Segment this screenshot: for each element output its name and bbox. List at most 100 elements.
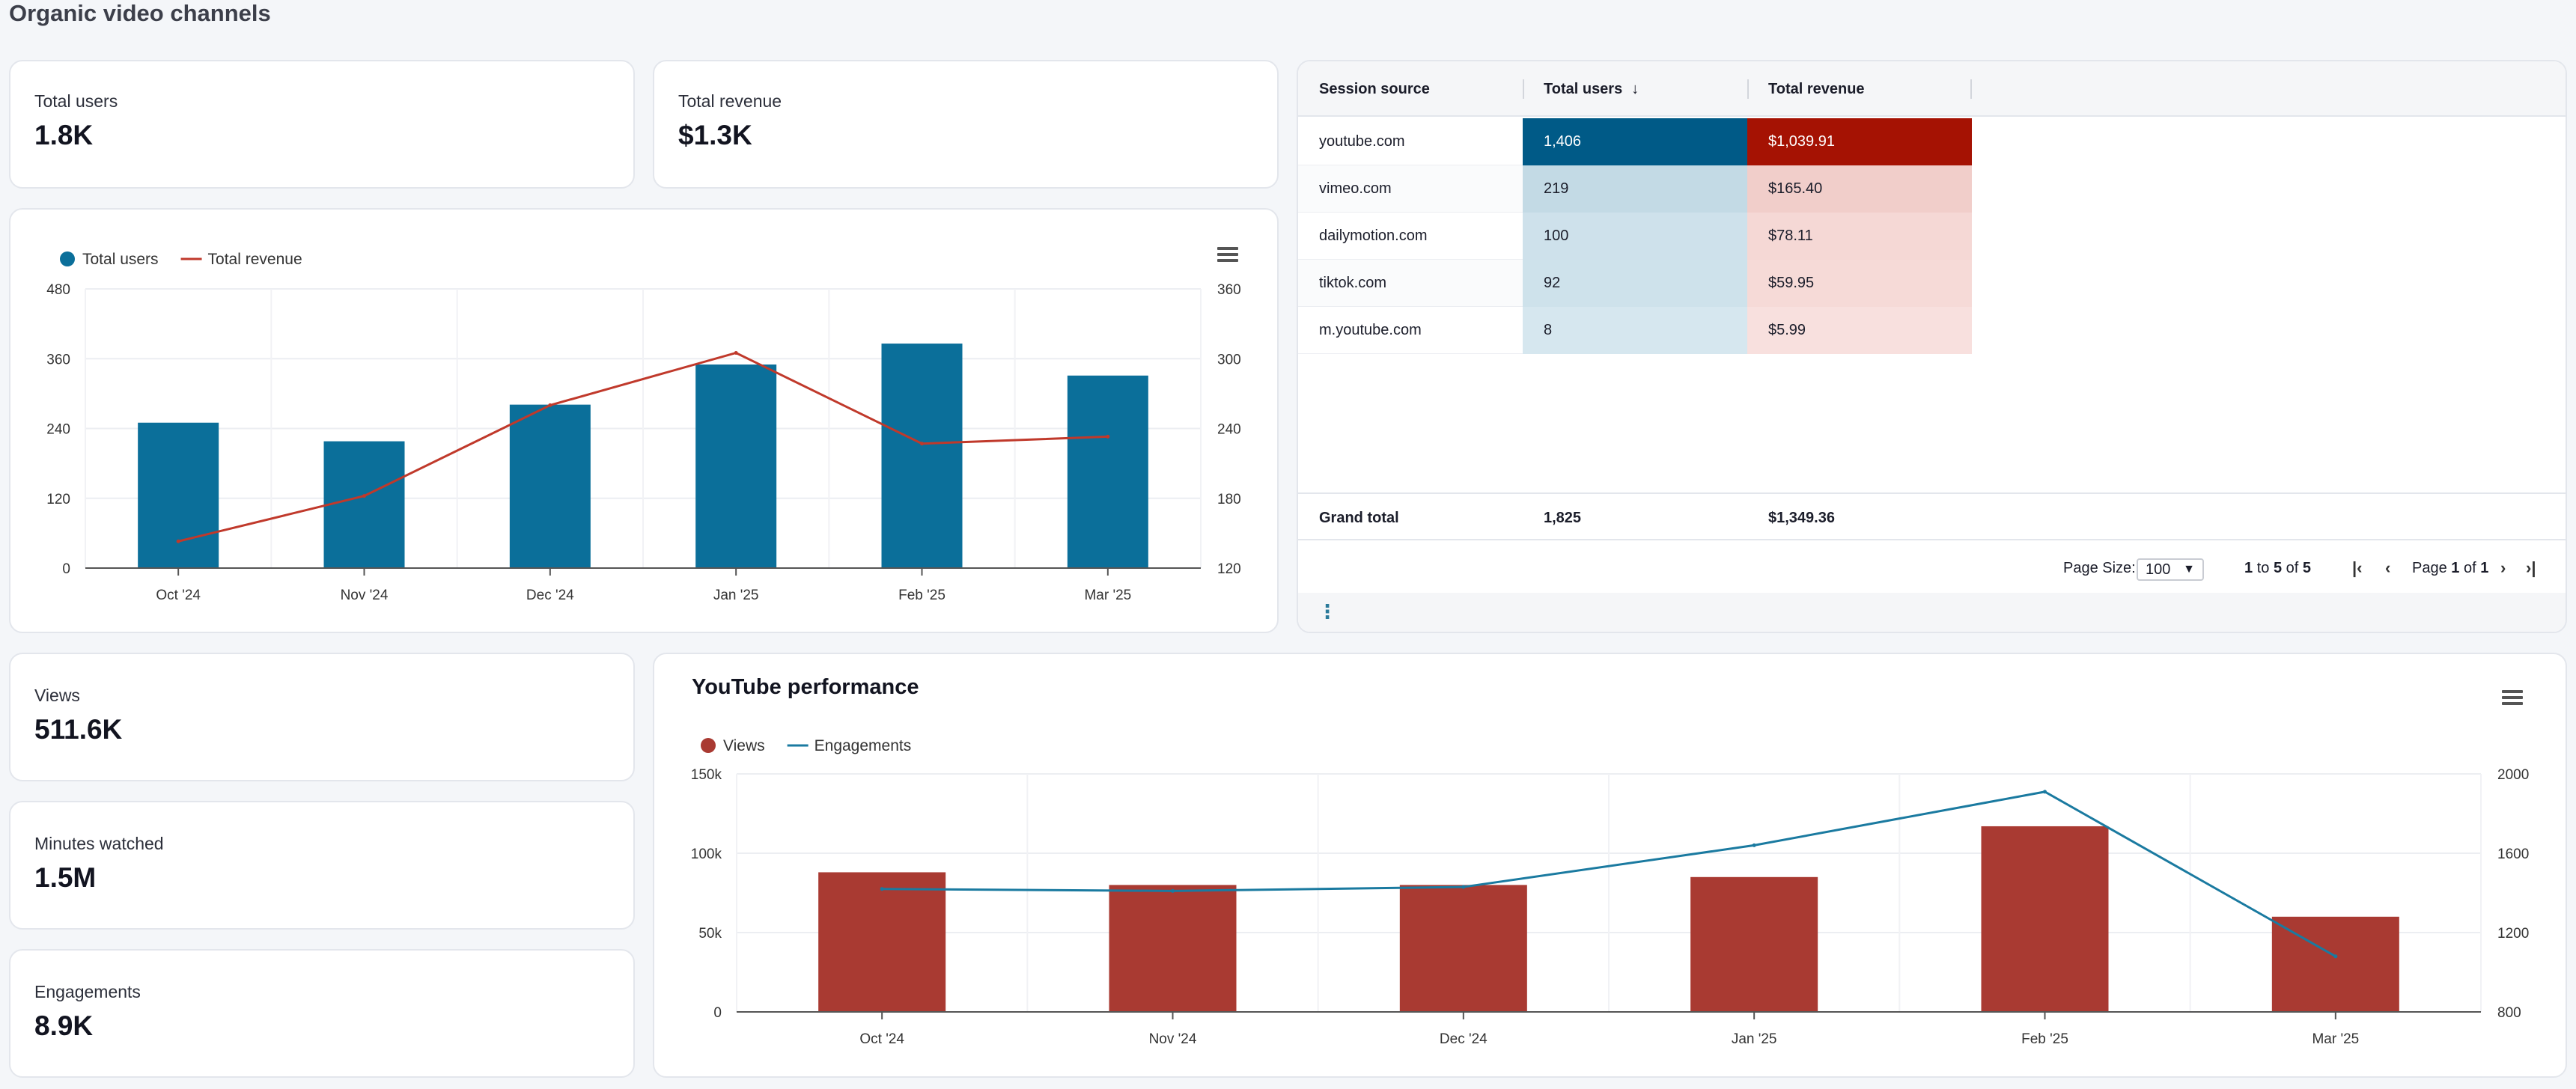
pagination: Page Size: 100 ▼ 1 to 5 of 5 |‹ ‹ Page 1 …: [1298, 542, 2566, 594]
x-tick-label: Mar '25: [1084, 588, 1131, 603]
kpi-label: Minutes watched: [34, 834, 164, 853]
x-tick-label: Feb '25: [898, 588, 946, 603]
bar: [881, 344, 963, 568]
y-tick-label-right: 2000: [2497, 767, 2529, 783]
header-total-revenue[interactable]: Total revenue: [1768, 81, 1865, 97]
y-tick-label-left: 150k: [691, 767, 722, 783]
cell-source: tiktok.com: [1319, 275, 1387, 291]
youtube-performance-chart-card: YouTube performance 0 50k 100k 150k 800 1200 1…: [653, 653, 2567, 1078]
more-options-icon[interactable]: ⋮: [1318, 600, 1337, 623]
line-point: [1106, 434, 1110, 439]
users-revenue-chart: 0 120 240 360 480 120 180 240 300 360 Oct '24 Nov '…: [46, 251, 1241, 603]
kpi-card-minutes-watched: Minutes watched 1.5M: [9, 801, 635, 930]
page-size-select[interactable]: 100 ▼: [2137, 558, 2204, 581]
kpi-card-views: Views 511.6K: [9, 653, 635, 781]
kpi-label: Total revenue: [678, 91, 782, 111]
session-source-table: Session source Total users ↓ Total revenu…: [1297, 60, 2567, 633]
legend-label: Total revenue: [208, 251, 302, 268]
y-tick-label-left: 100k: [691, 847, 722, 862]
kpi-value: 8.9K: [34, 1010, 94, 1041]
y-tick-label-right: 300: [1217, 352, 1241, 367]
page-indicator: Page 1 of 1: [2412, 560, 2489, 576]
cell-revenue: $59.95: [1747, 260, 1972, 307]
cell-users: 219: [1523, 165, 1747, 213]
x-tick-label: Oct '24: [859, 1031, 904, 1047]
series-line: [882, 790, 2336, 958]
x-tick-label: Jan '25: [1732, 1031, 1777, 1047]
page-title: Organic video channels: [9, 0, 271, 26]
kpi-card-total-users: Total users 1.8K: [9, 60, 635, 189]
kpi-label: Total users: [34, 91, 118, 111]
column-resize-handle[interactable]: [1523, 79, 1524, 99]
kpi-value: $1.3K: [678, 120, 752, 150]
table-row: m.youtube.com 8 $5.99: [1298, 307, 1972, 354]
line-point: [1461, 885, 1466, 889]
cell-revenue: $165.40: [1747, 165, 1972, 213]
line-point: [734, 350, 738, 355]
y-tick-label-left: 480: [46, 282, 70, 298]
x-tick-label: Oct '24: [156, 588, 201, 603]
y-tick-label-right: 1600: [2497, 847, 2529, 862]
grand-total-users: 1,825: [1544, 510, 1582, 526]
table-row: tiktok.com 92 $59.95: [1298, 260, 1972, 307]
grand-total-row: Grand total 1,825 $1,349.36: [1298, 492, 2566, 540]
row-range: 1 to 5 of 5: [2244, 560, 2311, 576]
prev-page-icon[interactable]: ‹: [2385, 558, 2391, 577]
cell-source: m.youtube.com: [1319, 322, 1422, 338]
header-session-source[interactable]: Session source: [1319, 81, 1430, 97]
y-tick-label-right: 180: [1217, 492, 1241, 507]
chart-title: YouTube performance: [692, 675, 919, 699]
x-tick-label: Feb '25: [2021, 1031, 2068, 1047]
youtube-performance-chart: 0 50k 100k 150k 800 1200 1600 2000 Oct '24 Nov '2…: [691, 737, 2529, 1047]
legend-marker: [60, 251, 75, 266]
cell-revenue: $5.99: [1747, 307, 1972, 354]
cell-users: 1,406: [1523, 118, 1747, 165]
y-tick-label-left: 360: [46, 352, 70, 367]
line-point: [920, 442, 924, 446]
line-point: [2333, 954, 2338, 959]
bar: [1399, 885, 1527, 1012]
legend-marker: [701, 738, 716, 753]
x-tick-label: Mar '25: [2312, 1031, 2359, 1047]
bar: [818, 872, 946, 1012]
line-point: [548, 403, 552, 407]
bar: [1981, 826, 2109, 1012]
x-tick-label: Dec '24: [526, 588, 574, 603]
kpi-label: Engagements: [34, 982, 141, 1001]
x-tick-label: Nov '24: [341, 588, 389, 603]
legend-label: Views: [723, 737, 765, 754]
table-header: Session source Total users ↓ Total revenu…: [1298, 61, 2566, 117]
y-tick-label-right: 360: [1217, 282, 1241, 298]
column-resize-handle[interactable]: [1747, 79, 1749, 99]
cell-source: vimeo.com: [1319, 180, 1392, 197]
y-tick-label-right: 1200: [2497, 926, 2529, 942]
first-page-icon[interactable]: |‹: [2352, 558, 2363, 577]
kpi-value: 511.6K: [34, 714, 123, 745]
bar: [695, 364, 777, 568]
bar: [1690, 876, 1818, 1012]
chart-menu-icon[interactable]: [1217, 247, 1238, 263]
cell-users: 8: [1523, 307, 1747, 354]
column-resize-handle[interactable]: [1970, 79, 1972, 99]
kpi-card-total-revenue: Total revenue $1.3K: [653, 60, 1279, 189]
table-footer: ⋮: [1298, 593, 2566, 632]
last-page-icon[interactable]: ›|: [2526, 558, 2536, 577]
series-line: [177, 351, 1108, 543]
line-point: [1752, 843, 1756, 847]
y-tick-label-right: 240: [1217, 422, 1241, 438]
users-revenue-chart-card: 0 120 240 360 480 120 180 240 300 360 Oct '24 Nov '…: [9, 208, 1279, 633]
bar: [1109, 885, 1237, 1012]
chevron-down-icon: ▼: [2183, 563, 2195, 576]
cell-source: youtube.com: [1319, 133, 1405, 150]
table-row: vimeo.com 219 $165.40: [1298, 165, 1972, 213]
y-tick-label-left: 0: [62, 561, 70, 577]
y-tick-label-left: 0: [713, 1005, 722, 1021]
sort-desc-icon[interactable]: ↓: [1631, 81, 1639, 97]
header-total-users[interactable]: Total users ↓: [1544, 61, 1639, 117]
kpi-label: Views: [34, 686, 80, 705]
kpi-card-engagements: Engagements 8.9K: [9, 949, 635, 1078]
bar: [1067, 375, 1148, 568]
next-page-icon[interactable]: ›: [2500, 558, 2506, 577]
y-tick-label-left: 50k: [698, 926, 722, 942]
chart-menu-icon[interactable]: [2502, 690, 2523, 707]
